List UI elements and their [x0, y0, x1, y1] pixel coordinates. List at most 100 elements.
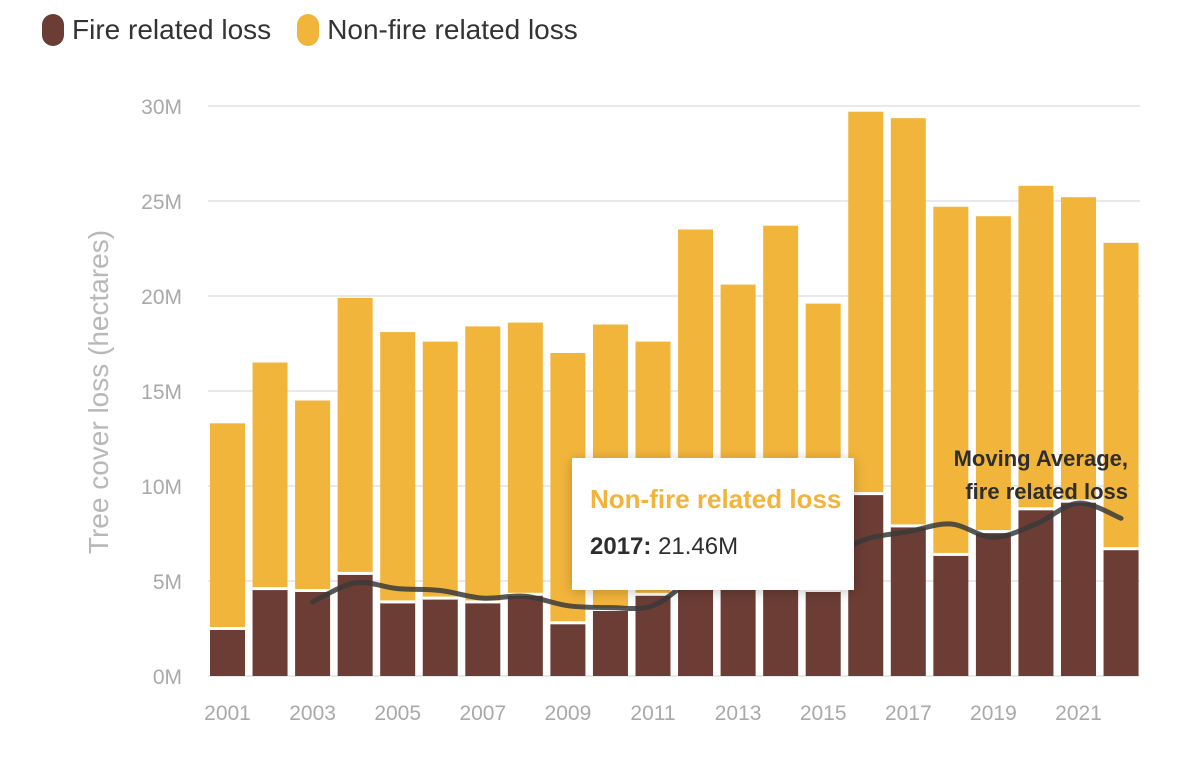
- bar-fire-2005[interactable]: [380, 601, 416, 676]
- x-tick-label: 2013: [715, 702, 762, 725]
- y-tick-label: 15M: [141, 381, 182, 404]
- bar-group-2014[interactable]: [763, 225, 799, 676]
- bar-fire-2015[interactable]: [805, 590, 841, 677]
- bar-fire-2007[interactable]: [465, 601, 501, 676]
- bar-separator-2001: [210, 627, 245, 630]
- bar-fire-2001[interactable]: [210, 628, 245, 677]
- x-axis-ticks: 2001 2003 2005 2007 2009 2011 2013 2015 2017 2019…: [204, 702, 1102, 725]
- bar-fire-2002[interactable]: [252, 588, 288, 676]
- legend-item-fire[interactable]: Fire related loss: [42, 14, 271, 46]
- bar-nonfire-2005[interactable]: [380, 332, 416, 602]
- bar-separator-2016: [848, 492, 884, 496]
- bar-group-2016[interactable]: [848, 111, 884, 676]
- tooltip-title: Non-fire related loss: [590, 484, 842, 514]
- y-axis-ticks: 0M 5M 10M 15M 20M 25M 30M: [141, 96, 182, 689]
- bar-group-2003[interactable]: [295, 400, 331, 677]
- bar-nonfire-2003[interactable]: [295, 400, 331, 591]
- bar-fire-2009[interactable]: [550, 622, 586, 676]
- bar-group-2005[interactable]: [380, 332, 416, 676]
- bar-group-2012[interactable]: [678, 229, 714, 677]
- tooltip-year: 2017:: [590, 533, 652, 560]
- bar-fire-2016[interactable]: [848, 493, 884, 676]
- bar-separator-2003: [295, 589, 331, 592]
- bar-fire-2022[interactable]: [1103, 548, 1139, 676]
- bar-separator-2007: [465, 600, 501, 604]
- y-tick-label: 20M: [141, 286, 182, 309]
- tooltip-value: 21.46M: [658, 533, 739, 560]
- bar-nonfire-2016[interactable]: [848, 111, 884, 494]
- bar-separator-2022: [1103, 547, 1139, 551]
- y-tick-label: 10M: [141, 476, 182, 499]
- bar-fire-2019[interactable]: [975, 531, 1011, 676]
- tooltip: Non-fire related loss 2017: 21.46M: [572, 458, 854, 590]
- bar-separator-2006: [422, 596, 458, 600]
- legend: Fire related loss Non-fire related loss: [42, 14, 604, 46]
- legend-swatch-nonfire: [297, 14, 320, 46]
- y-tick-label: 25M: [141, 191, 182, 214]
- x-tick-label: 2009: [545, 702, 592, 725]
- bar-separator-2009: [550, 621, 586, 625]
- bar-group-2021[interactable]: [1061, 197, 1096, 676]
- x-tick-label: 2017: [885, 702, 932, 725]
- bar-group-2008[interactable]: [507, 322, 543, 676]
- bar-separator-2017: [890, 524, 926, 528]
- bars: [210, 111, 1139, 677]
- bar-group-2018[interactable]: [933, 206, 969, 676]
- bar-group-2007[interactable]: [465, 326, 501, 676]
- x-tick-label: 2019: [970, 702, 1017, 725]
- moving-average-annotation: Moving Average, fire related loss: [954, 446, 1128, 504]
- y-tick-label: 30M: [141, 96, 182, 119]
- bar-separator-2019: [975, 530, 1011, 534]
- bar-separator-2011: [635, 592, 671, 596]
- bar-nonfire-2018[interactable]: [933, 206, 969, 555]
- bar-group-2006[interactable]: [422, 341, 458, 676]
- bar-nonfire-2019[interactable]: [975, 216, 1011, 532]
- bar-fire-2018[interactable]: [933, 554, 969, 676]
- tooltip-value-line: 2017: 21.46M: [590, 533, 854, 561]
- bar-fire-2008[interactable]: [507, 594, 543, 676]
- bar-nonfire-2008[interactable]: [507, 322, 543, 595]
- bar-fire-2010[interactable]: [592, 609, 628, 677]
- bar-separator-2005: [380, 600, 416, 604]
- x-tick-label: 2015: [800, 702, 847, 725]
- bar-group-2002[interactable]: [252, 362, 288, 677]
- x-tick-label: 2011: [630, 702, 675, 725]
- bar-separator-2004: [337, 571, 373, 575]
- annotation-line-2: fire related loss: [965, 479, 1128, 504]
- y-tick-label: 0M: [153, 666, 182, 689]
- bar-nonfire-2022[interactable]: [1103, 242, 1139, 549]
- y-axis-label: Tree cover loss (hectares): [83, 230, 114, 554]
- bar-fire-2020[interactable]: [1018, 508, 1054, 676]
- bar-nonfire-2017[interactable]: [890, 118, 926, 526]
- bar-separator-2015: [805, 589, 841, 592]
- bar-nonfire-2021[interactable]: [1061, 197, 1096, 502]
- x-tick-label: 2003: [289, 702, 336, 725]
- bar-group-2022[interactable]: [1103, 242, 1139, 676]
- y-tick-label: 5M: [153, 571, 182, 594]
- bar-fire-2006[interactable]: [422, 598, 458, 676]
- bar-nonfire-2001[interactable]: [210, 423, 245, 629]
- bar-nonfire-2004[interactable]: [337, 297, 373, 574]
- legend-swatch-fire: [42, 14, 64, 46]
- bar-group-2004[interactable]: [337, 297, 373, 676]
- legend-label-fire: Fire related loss: [72, 14, 272, 45]
- bar-group-2017[interactable]: [890, 118, 926, 676]
- x-tick-label: 2021: [1055, 702, 1102, 725]
- bar-separator-2002: [252, 587, 288, 591]
- bar-group-2001[interactable]: [210, 423, 245, 676]
- x-tick-label: 2007: [459, 702, 506, 725]
- bar-group-2020[interactable]: [1018, 185, 1054, 676]
- bar-fire-2004[interactable]: [337, 573, 373, 676]
- bar-nonfire-2007[interactable]: [465, 326, 501, 602]
- legend-item-nonfire[interactable]: Non-fire related loss: [297, 14, 578, 46]
- bar-nonfire-2006[interactable]: [422, 341, 458, 599]
- bar-group-2019[interactable]: [975, 216, 1011, 676]
- bar-separator-2020: [1018, 507, 1054, 511]
- bar-fire-2003[interactable]: [295, 590, 331, 677]
- bar-fire-2017[interactable]: [890, 525, 926, 676]
- bar-nonfire-2002[interactable]: [252, 362, 288, 589]
- bar-nonfire-2020[interactable]: [1018, 185, 1054, 509]
- legend-label-nonfire: Non-fire related loss: [327, 14, 578, 45]
- bar-fire-2021[interactable]: [1061, 501, 1096, 676]
